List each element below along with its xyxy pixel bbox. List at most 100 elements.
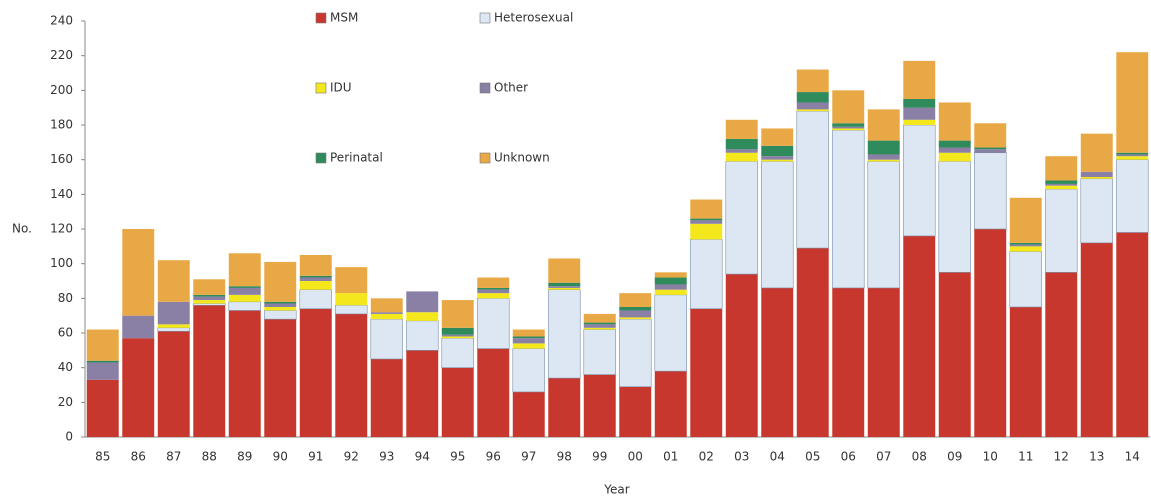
bar-segment [761, 159, 794, 162]
bar-segment [264, 319, 297, 437]
y-tick-label: 40 [58, 360, 73, 374]
bar-segment [193, 300, 226, 304]
bar-segment [1080, 171, 1113, 177]
bar-segment [548, 378, 581, 437]
x-tick-label: 90 [273, 450, 288, 464]
bar-segment [832, 126, 865, 129]
x-axis-label: Year [603, 483, 629, 497]
bar-segment [547, 289, 581, 379]
bar-segment [193, 294, 226, 297]
bar-segment [512, 336, 545, 339]
x-tick-label: 01 [663, 450, 678, 464]
bar-segment [370, 318, 404, 360]
bar-segment [477, 277, 510, 288]
legend-label: Unknown [494, 151, 550, 165]
bar-segment [938, 102, 971, 141]
bar-segment [1009, 244, 1042, 247]
bar-segment [903, 235, 936, 437]
x-tick-label: 06 [841, 450, 856, 464]
bar-segment [760, 161, 794, 289]
x-tick-label: 85 [95, 450, 110, 464]
bar-segment [654, 371, 687, 437]
bar-segment [441, 336, 474, 339]
y-tick-label: 140 [50, 187, 73, 201]
bar-segment [1116, 232, 1149, 437]
legend-label: Other [494, 81, 528, 95]
y-tick-label: 220 [50, 48, 73, 62]
bar-segment [370, 298, 403, 313]
bar-segment [299, 277, 332, 281]
bar-segment [654, 289, 687, 295]
bar-segment [796, 110, 830, 249]
bar-segment [654, 284, 687, 290]
bar-segment [583, 329, 617, 375]
bar-segment [548, 258, 581, 283]
x-tick-label: 94 [415, 450, 430, 464]
bar-segment [938, 147, 971, 153]
bar-segment [690, 220, 723, 224]
bar-segment [228, 294, 261, 302]
bar-segment [441, 337, 475, 368]
legend-swatch [479, 12, 491, 24]
bar-segment [548, 286, 581, 288]
bar-segment [1009, 246, 1042, 252]
x-tick-label: 87 [166, 450, 181, 464]
bar-segment [974, 229, 1007, 437]
bar-segment [193, 279, 226, 295]
bar-segment [796, 69, 829, 93]
x-tick-label: 10 [983, 450, 998, 464]
bar-segment [1009, 251, 1043, 308]
bar-segment [477, 293, 510, 299]
bar-segment [903, 60, 936, 99]
bar-segment [335, 267, 368, 294]
bar-segment [476, 298, 510, 349]
bar-segment [512, 348, 546, 393]
bar-segment [973, 152, 1007, 230]
bar-segment [193, 305, 226, 437]
x-tick-label: 88 [202, 450, 217, 464]
bar-segment [796, 109, 829, 112]
bar-segment [1116, 152, 1149, 155]
bar-segment [761, 156, 794, 160]
bar-segment [654, 277, 687, 285]
bar-segment [619, 317, 652, 320]
x-tick-label: 99 [592, 450, 607, 464]
bar-segment [761, 128, 794, 146]
bar-segment [477, 289, 510, 294]
legend-swatch [479, 82, 491, 94]
bar-segment [1080, 178, 1114, 244]
bar-segment [299, 308, 332, 437]
legend-label: Heterosexual [494, 11, 573, 25]
y-axis-label: No. [12, 222, 32, 236]
bar-segment [619, 386, 652, 437]
bar-segment [725, 152, 758, 162]
bar-segment [1080, 133, 1113, 172]
bar-segment [264, 307, 297, 311]
x-tick-label: 96 [486, 450, 501, 464]
bar-segment [832, 123, 865, 127]
bar-segment [157, 260, 190, 302]
bar-segment [512, 329, 545, 337]
legend-swatch [315, 12, 327, 24]
y-tick-label: 20 [58, 395, 73, 409]
bar-segment [264, 301, 297, 304]
bar-segment [334, 304, 368, 315]
x-tick-label: 13 [1089, 450, 1104, 464]
bar-segment [796, 248, 829, 437]
bar-segment [1116, 52, 1149, 153]
bar-segment [1045, 185, 1078, 190]
bar-segment [1009, 307, 1042, 437]
bar-segment [867, 140, 900, 155]
x-tick-label: 11 [1018, 450, 1033, 464]
y-tick-label: 160 [50, 152, 73, 166]
bar-segment [441, 334, 474, 337]
x-tick-label: 05 [805, 450, 820, 464]
bar-segment [1080, 242, 1113, 437]
y-tick-label: 60 [58, 326, 73, 340]
bar-segment [86, 360, 119, 363]
bar-segment [689, 239, 723, 310]
bar-segment [335, 313, 368, 437]
bar-segment [1009, 197, 1042, 243]
bar-segment [441, 367, 474, 437]
